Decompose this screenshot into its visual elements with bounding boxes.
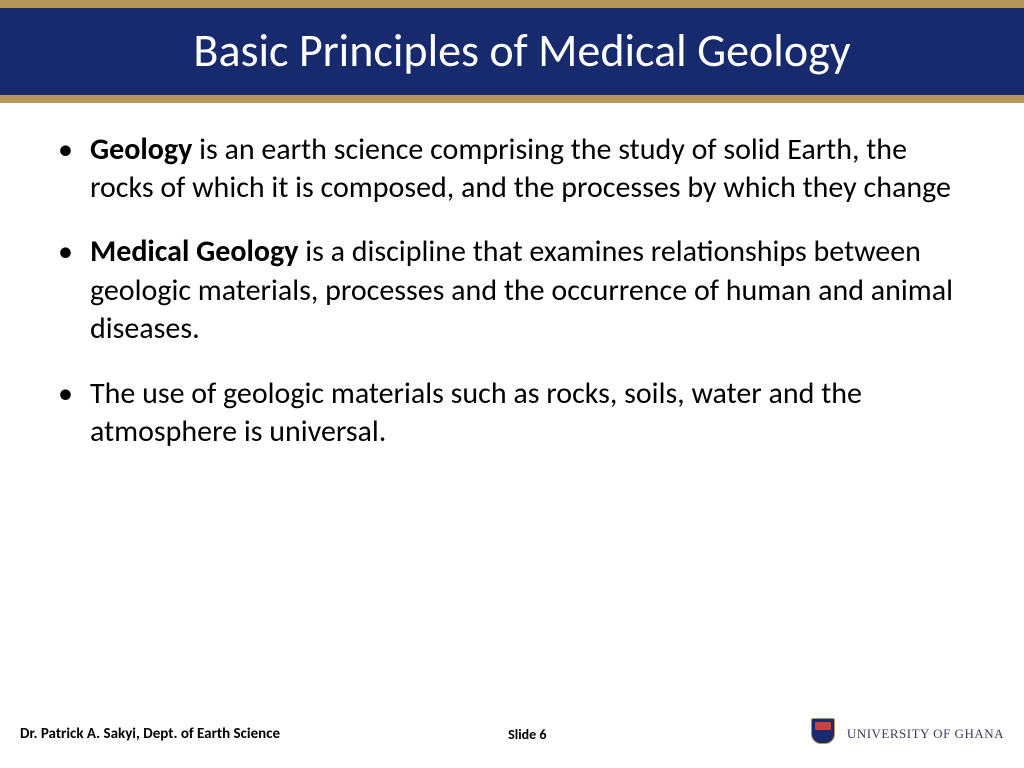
bullet-lead: Geology	[90, 131, 192, 168]
title-bar: Basic Principles of Medical Geology	[0, 8, 1024, 95]
slide-header: Basic Principles of Medical Geology	[0, 0, 1024, 103]
slide-title: Basic Principles of Medical Geology	[60, 26, 984, 77]
bullet-text: The use of geologic materials such as ro…	[90, 375, 862, 450]
bullet-list: Geology is an earth science comprising t…	[50, 131, 974, 452]
bullet-lead: Medical Geology	[90, 233, 298, 270]
slide-body: Geology is an earth science comprising t…	[0, 103, 1024, 452]
gold-bar-bottom	[0, 95, 1024, 103]
slide-footer: Dr. Patrick A. Sakyi, Dept. of Earth Sci…	[0, 718, 1024, 750]
bullet-item: Medical Geology is a discipline that exa…	[50, 233, 974, 348]
university-name: UNIVERSITY OF GHANA	[847, 726, 1004, 742]
bullet-text: is an earth science comprising the study…	[90, 131, 951, 206]
footer-branding: UNIVERSITY OF GHANA	[809, 718, 1004, 750]
university-crest-icon	[809, 718, 837, 750]
bullet-item: Geology is an earth science comprising t…	[50, 131, 974, 208]
footer-slide-number: Slide 6	[508, 726, 546, 743]
bullet-item: The use of geologic materials such as ro…	[50, 375, 974, 452]
footer-author: Dr. Patrick A. Sakyi, Dept. of Earth Sci…	[20, 725, 280, 743]
gold-bar-top	[0, 0, 1024, 8]
